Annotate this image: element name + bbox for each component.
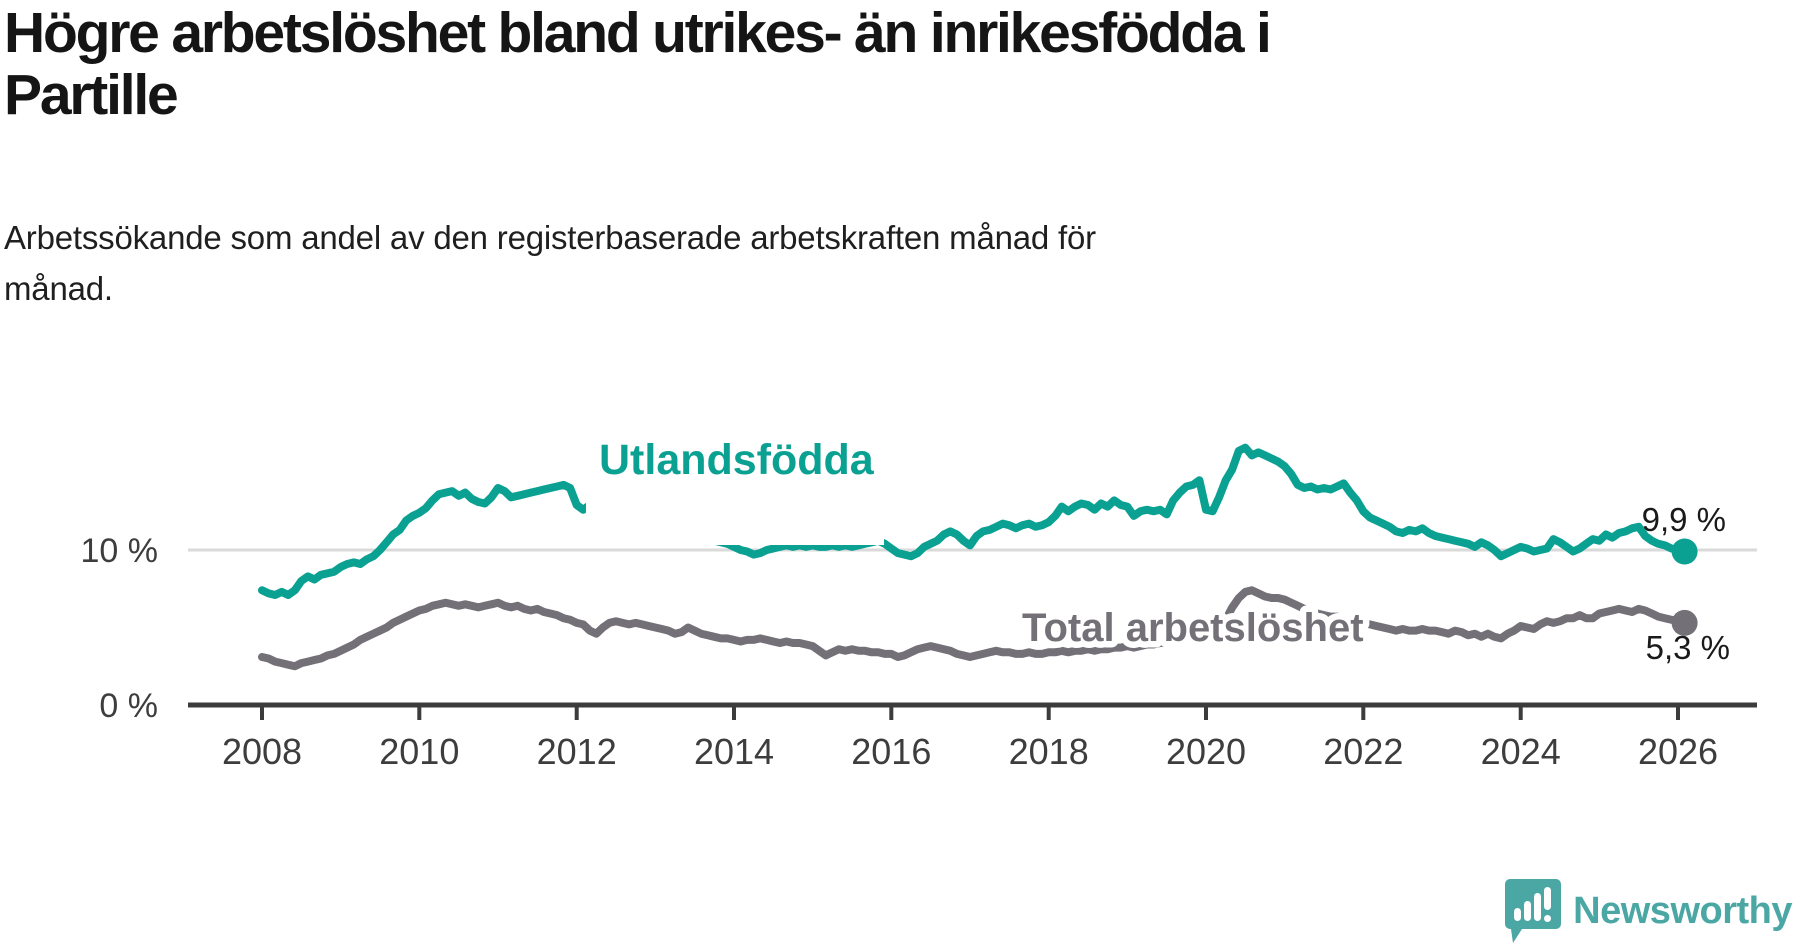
newsworthy-logo: Newsworthy	[1505, 878, 1792, 944]
subtitle-line-1: Arbetssökande som andel av den registerb…	[4, 219, 1096, 256]
x-axis-labels: 2008 2010 2012 2014 2016 2018 2020 2022 …	[222, 731, 1718, 772]
svg-text:2012: 2012	[537, 731, 617, 772]
y-axis-label-10: 10 %	[81, 532, 159, 570]
end-dot-utlandsfodda	[1671, 538, 1698, 565]
svg-text:2026: 2026	[1638, 731, 1718, 772]
svg-text:2008: 2008	[222, 731, 302, 772]
svg-text:2022: 2022	[1323, 731, 1403, 772]
page-title: Högre arbetslöshet bland utrikes- än inr…	[4, 1, 1272, 127]
total-series-label: Total arbetslöshet	[1022, 606, 1364, 650]
subtitle-line-2: månad.	[4, 270, 113, 307]
end-value-utlandsfodda: 9,9 %	[1642, 501, 1726, 538]
end-value-total: 5,3 %	[1646, 629, 1730, 666]
svg-text:2020: 2020	[1166, 731, 1246, 772]
title-line-2: Partille	[4, 63, 179, 127]
series-line-utlandsfodda	[258, 443, 1689, 599]
svg-text:2018: 2018	[1009, 731, 1089, 772]
svg-text:2024: 2024	[1481, 731, 1561, 772]
chart-subtitle: Arbetssökande som andel av den registerb…	[4, 212, 1096, 314]
x-axis-ticks	[260, 705, 1680, 720]
title-line-1: Högre arbetslöshet bland utrikes- än inr…	[4, 1, 1272, 65]
series-line-total	[258, 586, 1689, 671]
utlandsfodda-label-backdrop	[586, 418, 884, 545]
end-dot-total	[1671, 609, 1698, 636]
svg-text:2014: 2014	[694, 731, 774, 772]
brand-name: Newsworthy	[1573, 889, 1792, 932]
svg-text:2010: 2010	[379, 731, 459, 772]
svg-text:2016: 2016	[851, 731, 931, 772]
y-axis-label-0: 0 %	[99, 687, 158, 725]
utlandsfodda-series-label: Utlandsfödda	[599, 436, 875, 484]
newsworthy-bubble-icon	[1505, 879, 1562, 943]
